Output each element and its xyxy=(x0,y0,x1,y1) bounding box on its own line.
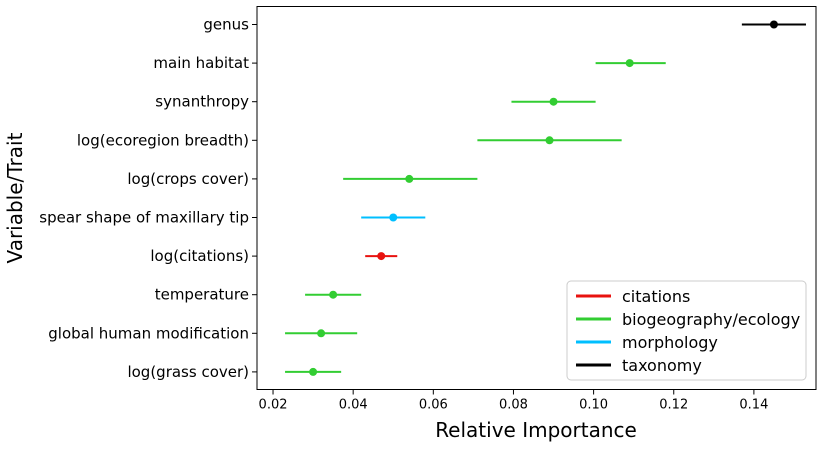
data-point xyxy=(405,174,414,183)
legend-label: biogeography/ecology xyxy=(622,310,800,329)
legend: citations biogeography/ecology morphology t… xyxy=(566,280,807,381)
y-tick-label: synanthropy xyxy=(155,93,249,111)
data-point xyxy=(329,290,338,299)
data-point xyxy=(545,136,554,145)
data-point-group xyxy=(343,174,478,183)
data-point xyxy=(769,20,778,29)
x-tick-label: 0.04 xyxy=(339,398,368,413)
legend-label: morphology xyxy=(622,333,718,352)
data-point xyxy=(389,213,398,222)
y-tick-label: global human modification xyxy=(48,324,249,342)
x-tick-label: 0.12 xyxy=(659,398,688,413)
data-point xyxy=(625,59,634,68)
y-tick-label: log(ecoregion breadth) xyxy=(77,131,249,149)
x-tick-label: 0.06 xyxy=(419,398,448,413)
data-point xyxy=(317,329,326,338)
x-tick-label: 0.02 xyxy=(259,398,288,413)
data-point xyxy=(549,97,558,106)
y-tick-label: log(citations) xyxy=(150,247,249,265)
data-point-group xyxy=(511,97,596,106)
legend-label: taxonomy xyxy=(622,356,702,375)
data-point-group xyxy=(361,213,426,222)
y-ticks: genus main habitat synanthropy log(ecoregio… xyxy=(39,16,257,381)
x-tick-label: 0.14 xyxy=(739,398,768,413)
data-point-group xyxy=(285,329,358,338)
y-tick-label: temperature xyxy=(155,286,249,304)
data-point xyxy=(377,252,386,261)
y-axis-title: Variable/Trait xyxy=(3,132,27,263)
y-tick-label: log(grass cover) xyxy=(127,363,249,381)
data-point-group xyxy=(365,252,398,261)
legend-box xyxy=(566,280,807,381)
x-ticks: 0.02 0.04 0.06 0.08 0.10 0.12 0.14 xyxy=(259,389,768,413)
legend-entry: biogeography/ecology xyxy=(576,310,800,329)
data-point-group xyxy=(285,367,342,376)
legend-label: citations xyxy=(622,287,690,306)
chart-marks xyxy=(285,20,806,376)
data-point xyxy=(309,367,318,376)
data-point-group xyxy=(305,290,362,299)
x-tick-label: 0.08 xyxy=(499,398,528,413)
plot-frame xyxy=(256,6,817,390)
legend-entry: citations xyxy=(576,287,690,306)
y-tick-label: spear shape of maxillary tip xyxy=(39,209,249,227)
data-point-group xyxy=(477,136,622,145)
legend-entry: taxonomy xyxy=(576,356,702,375)
x-tick-label: 0.10 xyxy=(579,398,608,413)
x-axis-title: Relative Importance xyxy=(435,418,637,442)
y-tick-label: main habitat xyxy=(153,54,249,72)
y-tick-label: log(crops cover) xyxy=(127,170,249,188)
data-point-group xyxy=(741,20,806,29)
y-tick-label: genus xyxy=(203,16,249,34)
data-point-group xyxy=(595,59,666,68)
legend-entry: morphology xyxy=(576,333,718,352)
